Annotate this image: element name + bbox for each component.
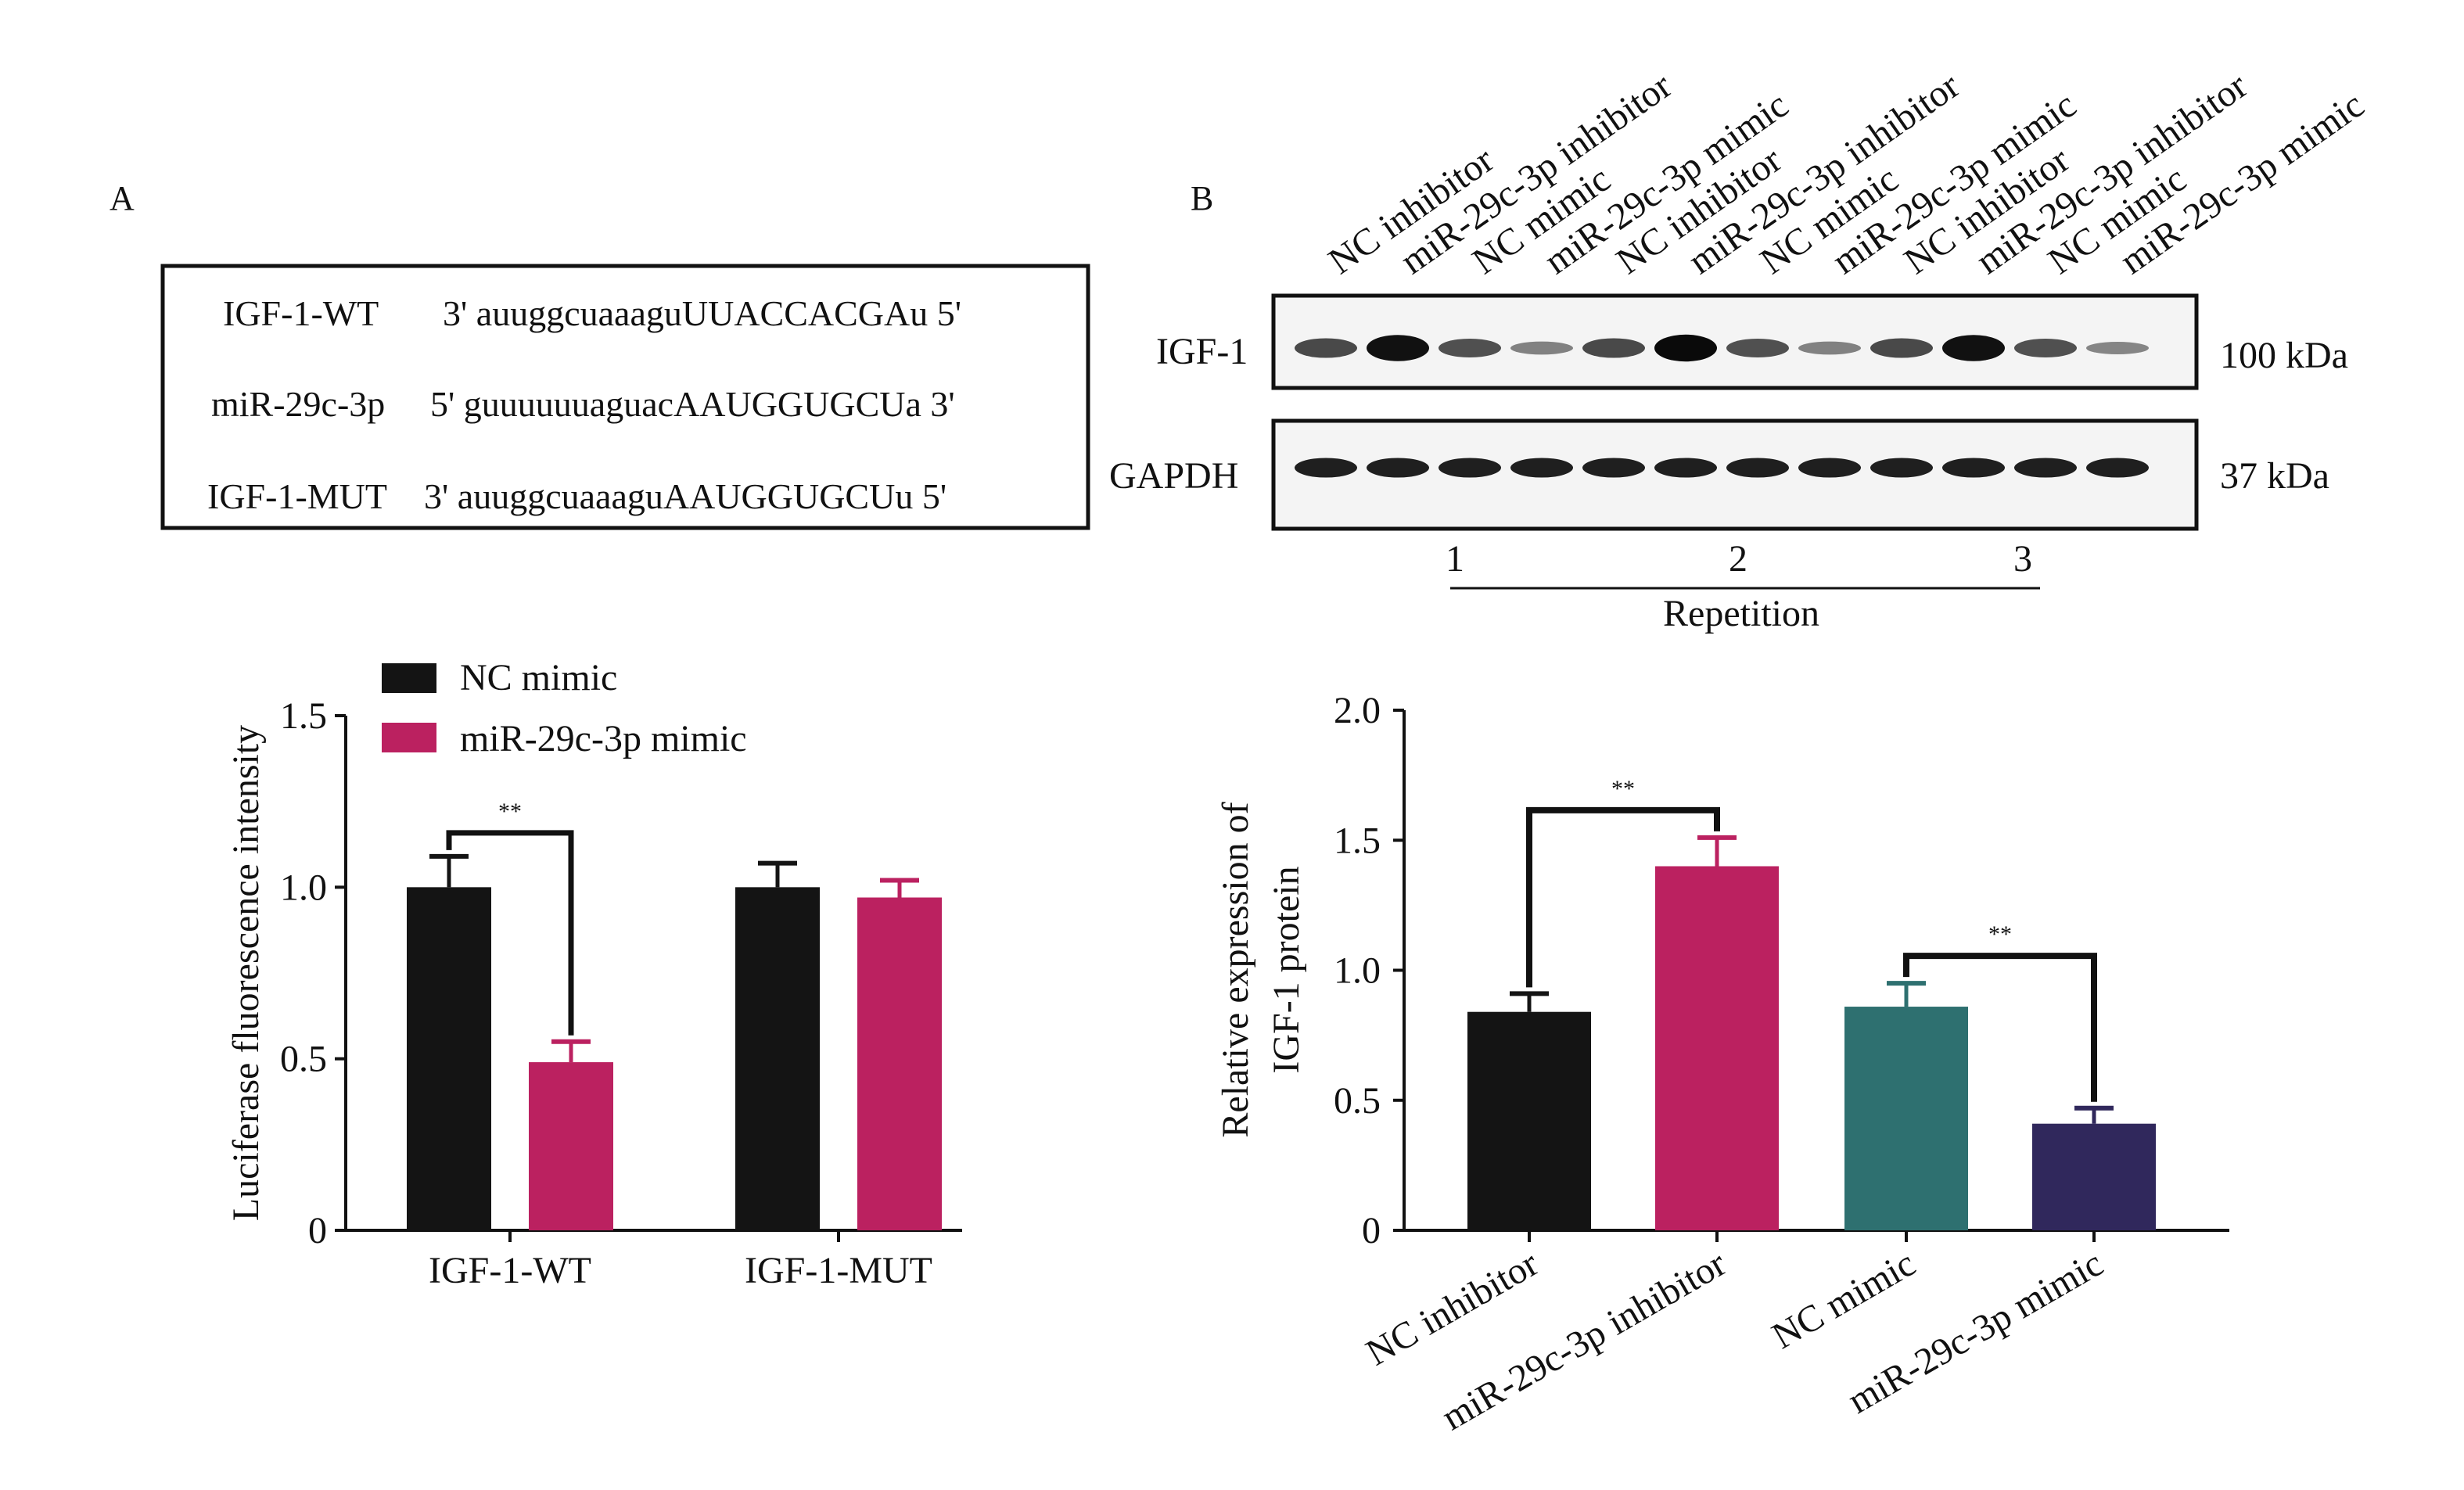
sequence-box [160, 264, 1090, 530]
gapdh-band [1439, 458, 1501, 478]
igf1-band [1654, 334, 1717, 362]
sequence-list: IGF-1-WT 3' auuggcuaaaguUUACCACGAu 5' mi… [207, 293, 961, 516]
blot-size-igf1: 100 kDa [2220, 335, 2348, 376]
chart-b-x-tick-label: NC mimic [1765, 1243, 1923, 1358]
gapdh-band [1295, 458, 1357, 478]
legend-label-mir-mimic: miR-29c-3p mimic [460, 718, 747, 759]
chart-b-significance-bracket [1526, 806, 1720, 988]
chart-b-significance-bracket [1903, 953, 2097, 1102]
gapdh-band [2086, 458, 2149, 478]
chart-a-bar [407, 887, 491, 1230]
gapdh-band [1942, 458, 2005, 478]
blot-name-igf1: IGF-1 [1156, 331, 1248, 372]
chart-a-y-tick-label: 1.0 [280, 867, 327, 908]
gapdh-band [1367, 458, 1429, 478]
chart-b-y-tick-label: 1.5 [1334, 820, 1381, 861]
western-blot: IGF-1 GAPDH 100 kDa 37 kDa 1 2 3 Repetit… [1109, 293, 2348, 634]
gapdh-band [1582, 458, 1645, 478]
igf1-band [1295, 338, 1357, 358]
chart-a-bar [529, 1062, 613, 1230]
sequence-wt: 3' auuggcuaaaguUUACCACGAu 5' [443, 293, 961, 333]
sequence-mirna: 5' guuuuuuaguacAAUGGUGCUa 3' [430, 384, 955, 424]
repetition-label: Repetition [1663, 593, 1819, 634]
gapdh-band [1510, 458, 1573, 478]
chart-a-y-tick-label: 1.5 [280, 695, 327, 737]
igf1-band [1798, 341, 1861, 355]
chart-b-y-tick-label: 0.5 [1334, 1080, 1381, 1122]
gapdh-band [1726, 458, 1789, 478]
chart-b-bar [1844, 1007, 1968, 1230]
chart-a-y-axis-label: Luciferase fluorescence intensity [225, 725, 267, 1221]
igf1-band [1942, 335, 2005, 361]
bands-igf1 [1295, 334, 2149, 362]
chart-a-y-tick-label: 0.5 [280, 1039, 327, 1080]
igf1-band [1582, 338, 1645, 358]
sequence-name-mut: IGF-1-MUT [207, 476, 387, 516]
igf1-band [1439, 339, 1501, 357]
igf1-band [1367, 335, 1429, 361]
chart-a-significance-label: ** [498, 799, 522, 824]
chart-a-x-tick-label: IGF-1-MUT [745, 1250, 932, 1291]
igf1-band [2086, 341, 2149, 355]
chart-b-y-axis-label-line2: IGF-1 protein [1266, 866, 1307, 1073]
panel-a-letter: A [110, 179, 135, 217]
chart-a-bar [857, 897, 942, 1230]
chart-b-y-axis-label-line1: Relative expression of [1215, 802, 1256, 1137]
gapdh-band [2014, 458, 2077, 478]
chart-b-significance-label: ** [1988, 921, 2012, 947]
chart-a-legend: NC mimic miR-29c-3p mimic [382, 657, 747, 759]
chart-b-y-tick-label: 1.0 [1334, 950, 1381, 992]
gapdh-band [1654, 458, 1717, 478]
igf1-band [1510, 341, 1573, 355]
igf1-band [1726, 339, 1789, 357]
chart-a-x-tick-label: IGF-1-WT [429, 1250, 591, 1291]
repetition-1: 1 [1446, 538, 1464, 580]
panel-b-letter: B [1191, 179, 1213, 217]
blot-name-gapdh: GAPDH [1109, 455, 1238, 497]
chart-b-bar [1467, 1011, 1591, 1230]
sequence-name-wt: IGF-1-WT [223, 293, 379, 333]
gapdh-band [1870, 458, 1933, 478]
sequence-name-mirna: miR-29c-3p [211, 384, 385, 424]
repetition-2: 2 [1729, 538, 1747, 580]
repetition-3: 3 [2013, 538, 2032, 580]
legend-swatch-nc-mimic [382, 663, 436, 693]
sequence-mut: 3' auuggcuaaaguAAUGGUGCUu 5' [424, 476, 946, 516]
chart-b-significance-label: ** [1611, 776, 1635, 802]
chart-b-y-tick-label: 0 [1362, 1210, 1381, 1251]
igf1-band [1870, 338, 1933, 358]
gapdh-band [1798, 458, 1861, 478]
legend-swatch-mir-mimic [382, 723, 436, 752]
bands-gapdh [1295, 458, 2149, 478]
igf1-band [2014, 339, 2077, 357]
chart-a-bar [735, 887, 820, 1230]
chart-a-significance-bracket [446, 830, 574, 1036]
chart-b-y-tick-label: 2.0 [1334, 690, 1381, 731]
blot-size-gapdh: 37 kDa [2220, 455, 2329, 497]
legend-label-nc-mimic: NC mimic [460, 657, 617, 698]
luciferase-bar-chart: 0 0.5 1.0 1.5 IGF-1-WT IGF-1-MUT ** Lucifera… [225, 657, 962, 1291]
chart-a-y-tick-label: 0 [308, 1210, 327, 1251]
chart-b-bar [2032, 1123, 2156, 1230]
chart-b-bar [1655, 866, 1779, 1230]
